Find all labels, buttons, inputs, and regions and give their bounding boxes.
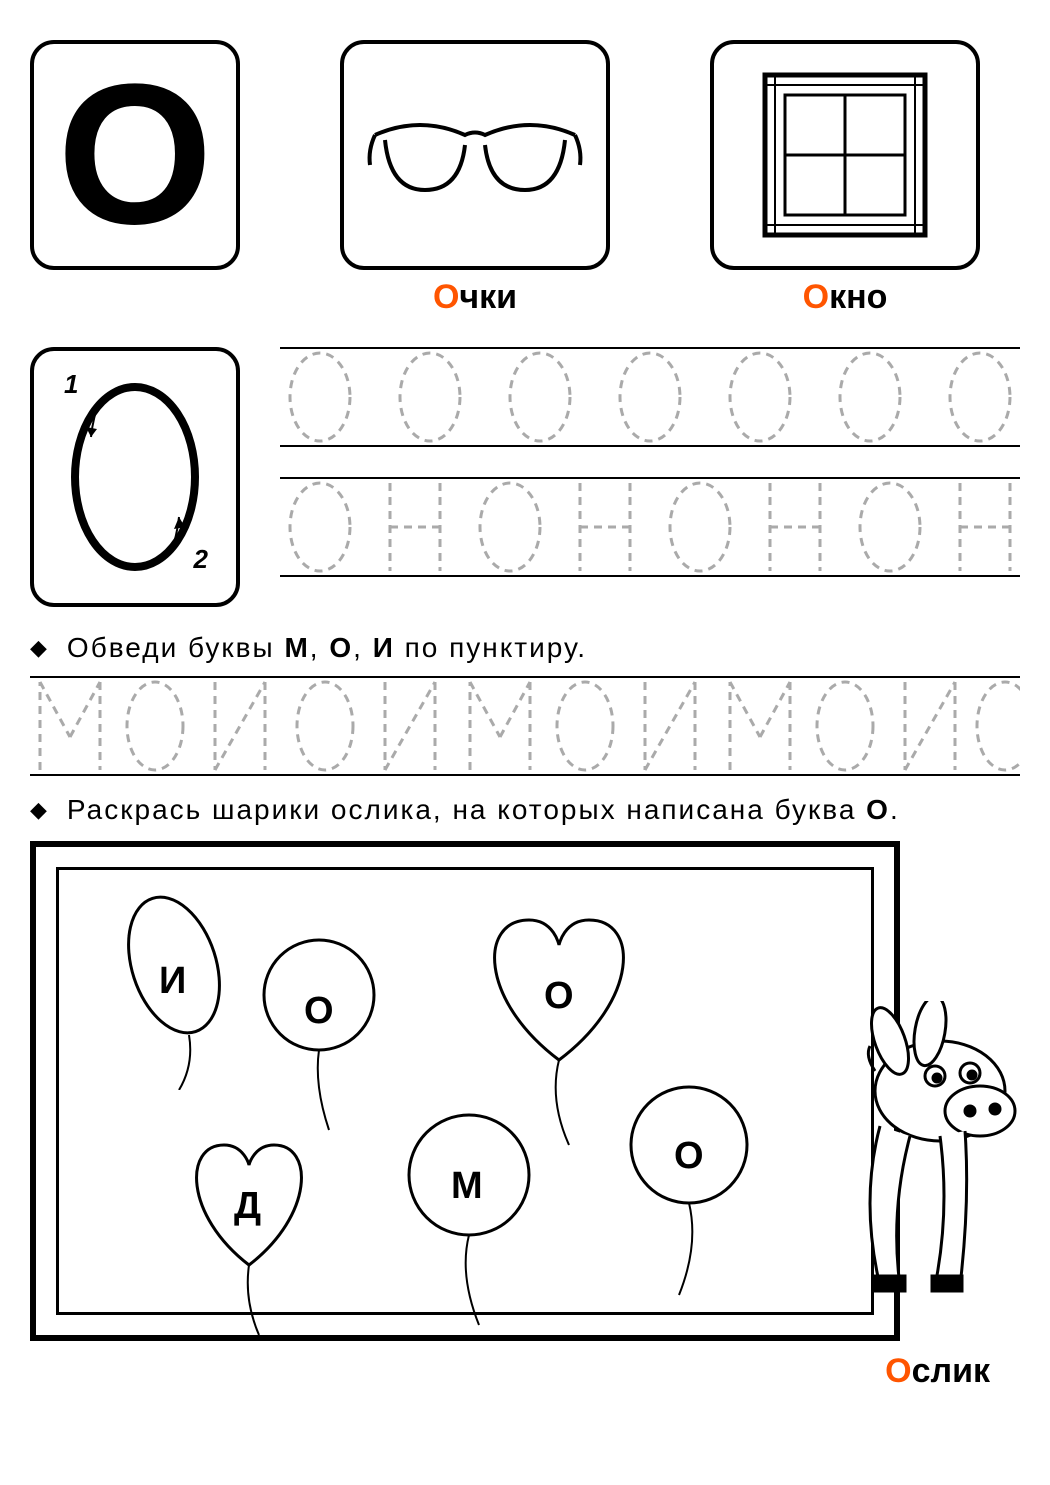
balloon-d: Д (159, 1130, 339, 1330)
instruction-2-text: Раскрась шарики ослика, на которых напис… (67, 794, 900, 826)
donkey-icon (820, 1001, 1050, 1301)
instruction-1: ◆ Обведи буквы М, О, И по пунктиру. (30, 632, 1020, 664)
bullet-icon: ◆ (30, 797, 49, 823)
trace-lines (280, 347, 1020, 577)
instruction-2: ◆ Раскрась шарики ослика, на которых нап… (30, 794, 1020, 826)
trace-row-3 (30, 676, 1020, 776)
header-row: О Очки (30, 40, 1020, 317)
activity-frame: И О О (30, 841, 900, 1341)
trace-row-3-svg (30, 676, 1020, 776)
trace-row-2 (280, 477, 1020, 577)
window-icon (750, 60, 940, 250)
guide-num-1: 1 (64, 369, 78, 400)
glasses-caption: Очки (433, 278, 517, 317)
window-card (710, 40, 980, 270)
balloon-m: М (399, 1120, 539, 1320)
main-letter: О (57, 55, 213, 255)
window-caption: Окно (803, 278, 888, 317)
trace-row-1 (280, 347, 1020, 447)
glasses-block: Очки (340, 40, 610, 317)
letter-card: О (30, 40, 240, 270)
balloon-o-1: О (259, 950, 379, 1120)
balloon-o-2: О (619, 1090, 759, 1290)
donkey-caption: Ослик (885, 1352, 990, 1391)
window-block: Окно (710, 40, 980, 317)
bullet-icon: ◆ (30, 635, 49, 661)
trace-row-1-svg (280, 347, 1020, 447)
guide-num-2: 2 (194, 544, 208, 575)
activity-inner: И О О (56, 867, 874, 1315)
stroke-guide-card: 1 2 (30, 347, 240, 607)
activity-section: И О О (30, 841, 1020, 1341)
glasses-card (340, 40, 610, 270)
balloon-i: И (119, 910, 229, 1070)
tracing-section: 1 2 (30, 347, 1020, 607)
trace-row-2-svg (280, 477, 1020, 577)
instruction-1-text: Обведи буквы М, О, И по пунктиру. (67, 632, 587, 664)
glasses-icon (360, 90, 590, 220)
